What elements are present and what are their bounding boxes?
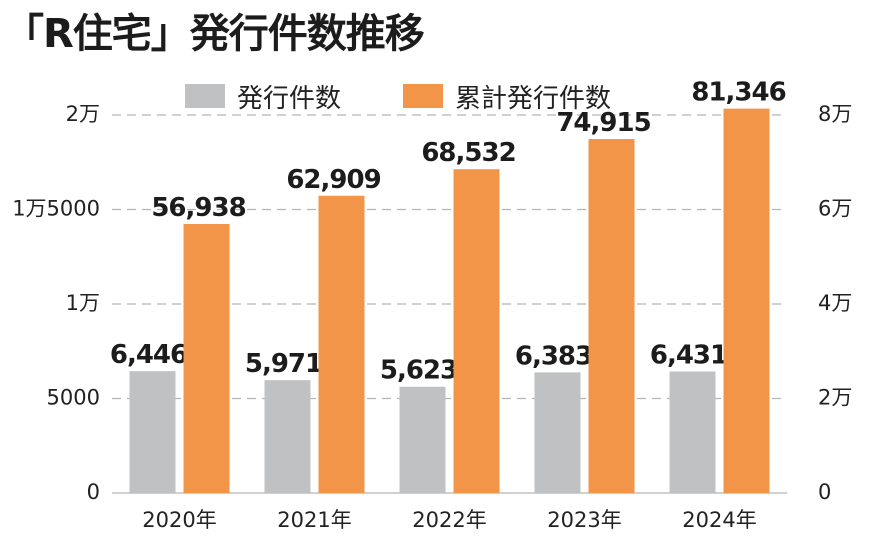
- right-axis-tick-label: 6万: [818, 197, 852, 221]
- data-label-cumulative: 56,938: [151, 193, 245, 223]
- data-label-issued: 5,971: [245, 349, 322, 379]
- right-axis-tick-label: 0: [818, 480, 831, 504]
- left-axis-tick-label: 0: [87, 480, 100, 504]
- x-axis-tick-label: 2022年: [412, 508, 486, 532]
- legend: 発行件数 累計発行件数: [185, 78, 611, 115]
- bar-issued-4: [669, 371, 716, 493]
- x-axis-tick-label: 2021年: [277, 508, 351, 532]
- left-axis-tick-label: 1万: [66, 291, 100, 315]
- bar-issued-3: [534, 372, 581, 493]
- bar-issued-2: [399, 386, 446, 493]
- left-axis-tick-label: 2万: [66, 102, 100, 126]
- legend-swatch-issued: [185, 84, 225, 108]
- data-label-issued: 5,623: [380, 356, 457, 386]
- right-axis-tick-label: 8万: [818, 102, 852, 126]
- data-label-cumulative: 62,909: [286, 165, 380, 195]
- data-label-cumulative: 68,532: [421, 138, 515, 168]
- legend-label-issued: 発行件数: [237, 83, 342, 114]
- bar-issued-1: [264, 380, 311, 493]
- data-label-cumulative: 81,346: [691, 78, 785, 108]
- right-axis-tick-label: 4万: [818, 291, 852, 315]
- bar-cumulative-3: [588, 139, 635, 494]
- legend-item-cumulative: 累計発行件数: [403, 78, 611, 115]
- data-label-issued: 6,383: [515, 341, 592, 371]
- data-label-issued: 6,431: [650, 340, 727, 370]
- data-label-issued: 6,446: [110, 340, 187, 370]
- data-label-cumulative: 74,915: [556, 108, 650, 138]
- chart-title: 「R住宅」発行件数推移: [4, 11, 425, 57]
- x-axis-tick-label: 2024年: [682, 508, 756, 532]
- bar-cumulative-4: [723, 108, 770, 494]
- bar-cumulative-0: [183, 223, 230, 493]
- legend-item-issued: 発行件数: [185, 78, 341, 115]
- legend-swatch-cumulative: [403, 84, 444, 108]
- x-axis-tick-label: 2023年: [547, 508, 621, 532]
- bar-cumulative-1: [318, 195, 365, 493]
- legend-label-cumulative: 累計発行件数: [455, 83, 612, 114]
- left-axis-tick-label: 5000: [47, 386, 100, 410]
- left-axis-tick-label: 1万5000: [12, 197, 100, 221]
- bar-cumulative-2: [453, 169, 500, 494]
- right-axis-tick-label: 2万: [818, 386, 852, 410]
- bar-issued-0: [129, 371, 176, 493]
- x-axis-tick-label: 2020年: [142, 508, 216, 532]
